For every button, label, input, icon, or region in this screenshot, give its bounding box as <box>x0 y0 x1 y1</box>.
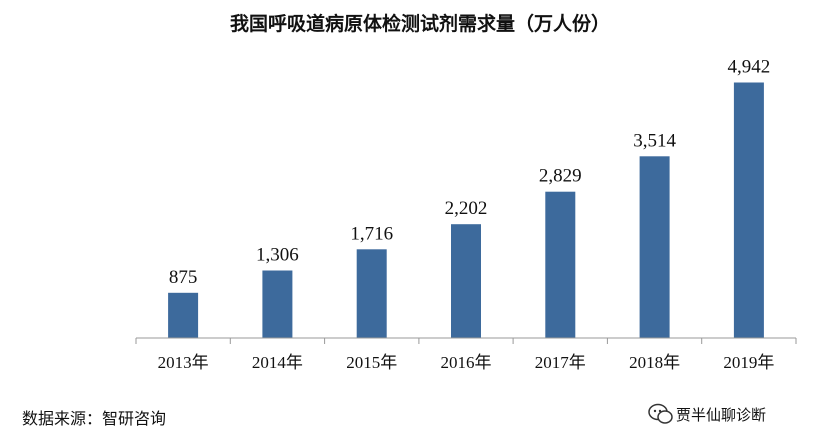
watermark-text: 贾半仙聊诊断 <box>676 406 766 424</box>
value-label-4: 2,829 <box>539 166 582 187</box>
bars-layer <box>168 82 764 338</box>
value-label-2: 1,716 <box>350 223 393 244</box>
x-tick-label-6: 2019年 <box>723 353 774 372</box>
x-tick-label-1: 2014年 <box>252 353 303 372</box>
bar-2 <box>356 249 387 338</box>
value-labels-layer: 875 1,306 1,716 2,202 2,829 3,514 4,942 <box>169 57 770 288</box>
chart-title: 我国呼吸道病原体检测试剂需求量（万人份） <box>230 12 610 35</box>
value-label-1: 1,306 <box>256 245 299 266</box>
x-tick-label-2: 2015年 <box>346 353 397 372</box>
x-tick-label-4: 2017年 <box>535 353 586 372</box>
x-axis-ticks: 2013年 2014年 2015年 2016年 2017年 2018年 2019年 <box>135 338 797 372</box>
bar-5 <box>639 156 670 338</box>
bar-6 <box>733 82 764 338</box>
bar-4 <box>545 191 576 338</box>
bar-0 <box>168 292 199 338</box>
wechat-icon <box>648 403 673 424</box>
source-note: 数据来源：智研咨询 <box>22 409 166 428</box>
x-tick-label-0: 2013年 <box>158 353 209 372</box>
value-label-3: 2,202 <box>445 198 488 219</box>
value-label-6: 4,942 <box>728 57 771 78</box>
x-tick-label-3: 2016年 <box>441 353 492 372</box>
x-tick-label-5: 2018年 <box>629 353 680 372</box>
value-label-0: 875 <box>169 267 198 288</box>
bar-1 <box>262 270 293 338</box>
watermark: 贾半仙聊诊断 <box>648 403 766 424</box>
bar-3 <box>451 224 481 338</box>
value-label-5: 3,514 <box>633 130 676 151</box>
